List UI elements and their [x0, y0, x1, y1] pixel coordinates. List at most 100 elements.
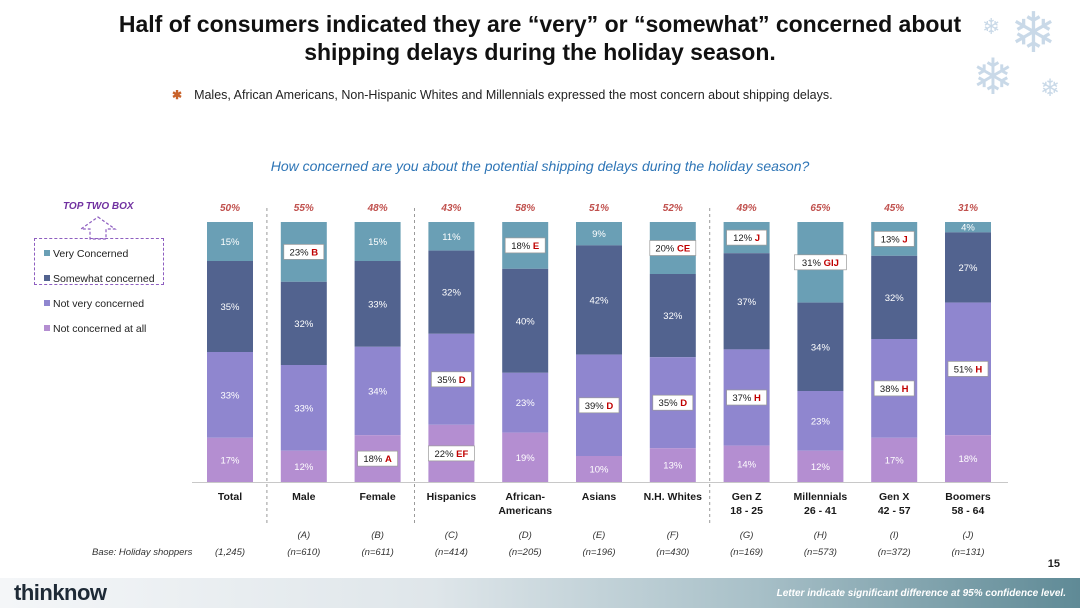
- data-label: 35% D: [437, 375, 466, 386]
- title-line-1: Half of consumers indicated they are “ve…: [118, 11, 962, 37]
- sample-size: (n=573): [804, 547, 837, 558]
- data-label: 12% J: [733, 233, 760, 244]
- data-label: 18%: [958, 454, 978, 465]
- bar-segment: [207, 437, 253, 482]
- data-label: 33%: [294, 403, 314, 414]
- footer-note: Letter indicate significant difference a…: [776, 588, 1066, 599]
- category-label: Americans: [498, 505, 552, 517]
- bar-segment: [502, 432, 549, 482]
- title-line-2: shipping delays during the holiday seaso…: [304, 39, 776, 65]
- top-two-box-value: 50%: [220, 203, 240, 214]
- data-label: 17%: [220, 455, 240, 466]
- sample-size: (n=430): [656, 547, 689, 558]
- data-label-box: [428, 445, 475, 462]
- bar-segment: [428, 250, 475, 334]
- data-label: 35%: [220, 302, 240, 313]
- sample-size: (n=205): [509, 547, 542, 558]
- data-label: 33%: [220, 390, 240, 401]
- legend-item: Not concerned at all: [44, 323, 146, 335]
- snowflake-icon: ❄: [1010, 1, 1057, 64]
- bar-segment: [945, 232, 991, 303]
- sample-size: (n=372): [878, 547, 911, 558]
- data-label: 15%: [220, 237, 240, 248]
- data-label: 17%: [885, 455, 905, 466]
- bar-segment: [354, 222, 401, 261]
- group-code: (A): [297, 530, 310, 541]
- top-two-box-value: 55%: [294, 203, 314, 214]
- snowflake-icon: ❄: [1040, 75, 1061, 102]
- data-label: 10%: [589, 465, 609, 476]
- bar-segment: [649, 274, 696, 358]
- top-two-box-value: 45%: [883, 203, 904, 214]
- group-code: (H): [814, 530, 827, 541]
- data-label: 4%: [961, 223, 975, 234]
- key-finding: ✱ Males, African Americans, Non-Hispanic …: [172, 88, 833, 102]
- bar-segment: [871, 255, 918, 339]
- bar-segment: [207, 352, 253, 438]
- data-label-box: [578, 397, 620, 414]
- bar-segment: [797, 391, 844, 451]
- bar-segment: [945, 222, 991, 233]
- legend-item: Very Concerned: [44, 248, 128, 260]
- bar-segment: [502, 268, 549, 373]
- person-bullet-icon: ✱: [172, 88, 183, 102]
- bar-segment: [576, 456, 622, 482]
- category-label: Female: [360, 491, 396, 503]
- sample-size: (n=610): [287, 547, 320, 558]
- group-code: (G): [740, 530, 754, 541]
- data-label: 37%: [737, 297, 757, 308]
- page-number: 15: [1047, 558, 1060, 570]
- group-code: (I): [890, 530, 899, 541]
- bar-segment: [871, 437, 918, 482]
- data-label: 27%: [958, 263, 978, 274]
- bar-segment: [428, 222, 475, 251]
- data-label: 18% E: [511, 241, 539, 252]
- bar-segment: [207, 261, 253, 352]
- data-label: 33%: [368, 299, 388, 310]
- data-label-box: [652, 394, 694, 411]
- data-label: 12%: [811, 462, 831, 473]
- snowflake-icon: ❄: [982, 14, 1001, 39]
- bar-segment: [723, 445, 770, 482]
- top-two-box-label: TOP TWO BOX: [63, 201, 134, 212]
- legend-label: Very Concerned: [53, 248, 129, 260]
- category-label: 42 - 57: [878, 505, 911, 517]
- legend-label: Somewhat concerned: [53, 273, 155, 285]
- up-arrow-icon: [79, 216, 117, 240]
- data-label: 23%: [516, 398, 536, 409]
- sample-size: (n=169): [730, 547, 763, 558]
- data-label: 38% H: [880, 384, 909, 395]
- data-label: 35% D: [659, 398, 688, 409]
- category-label: African-: [505, 491, 545, 503]
- category-label: Asians: [582, 491, 617, 503]
- bar-segment: [797, 450, 844, 482]
- category-label: 58 - 64: [952, 505, 985, 517]
- category-label: Gen Z: [732, 491, 762, 503]
- sample-size: (n=196): [582, 547, 615, 558]
- top-two-box-value: 31%: [958, 203, 978, 214]
- legend-item: Not very concerned: [44, 298, 144, 310]
- bar-segment: [945, 435, 991, 482]
- group-code: (F): [667, 530, 679, 541]
- group-code: (D): [519, 530, 532, 541]
- data-label: 32%: [442, 288, 462, 299]
- top-two-box-value: 48%: [367, 203, 388, 214]
- legend-label: Not concerned at all: [53, 323, 147, 335]
- data-label-box: [794, 254, 847, 271]
- category-label: 26 - 41: [804, 505, 837, 517]
- bar-segment: [797, 302, 844, 391]
- legend-item: Somewhat concerned: [44, 273, 155, 285]
- bar-segment: [576, 222, 622, 246]
- data-label: 15%: [368, 237, 388, 248]
- base-label: Base: Holiday shoppers: [92, 547, 193, 558]
- bar-segment: [280, 281, 327, 365]
- data-label: 12%: [294, 462, 314, 473]
- data-label-box: [726, 389, 767, 406]
- data-label: 13%: [663, 461, 683, 472]
- category-label: Boomers: [945, 491, 991, 503]
- data-label-box: [431, 371, 472, 388]
- sample-size: (n=611): [361, 547, 393, 558]
- legend-label: Not very concerned: [53, 298, 145, 310]
- top-two-box-value: 43%: [440, 203, 461, 214]
